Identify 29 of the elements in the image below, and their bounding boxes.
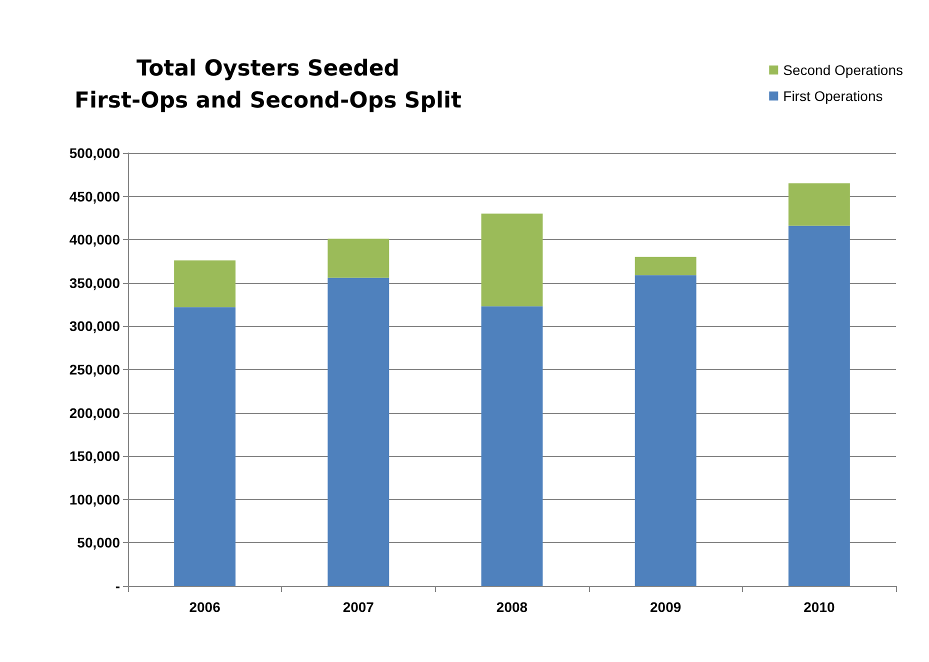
x-tick-label: 2009 [650,599,682,615]
bar [634,275,696,586]
bar [481,306,543,586]
bar [328,278,390,586]
y-tick-label: 500,000 [69,145,120,161]
legend-label: Second Operations [783,62,904,78]
legend-label: First Operations [783,88,883,104]
bar [174,307,236,586]
bar [634,256,696,276]
y-tick-label: 450,000 [69,188,120,204]
y-tick-label: 400,000 [69,232,120,248]
y-tick-label: 350,000 [69,274,120,291]
bar [481,214,543,306]
x-tick-label: 2006 [189,599,221,615]
bar [328,238,390,278]
x-tick-label: 2010 [804,599,835,615]
bar [174,260,236,308]
x-tick-label: 2008 [496,599,528,615]
bar [788,183,850,226]
y-tick-label: 250,000 [69,362,120,378]
y-tick-label: - [115,578,120,594]
bar [788,226,850,586]
y-tick-label: 50,000 [77,534,120,551]
y-tick-label: 100,000 [69,491,120,508]
chart-title: Total Oysters Seeded First-Ops and Second-Ops Split [74,56,462,114]
y-tick-label: 200,000 [69,404,120,421]
y-tick-label: 300,000 [69,318,120,334]
y-tick-label: 150,000 [69,448,120,464]
x-tick-label: 2007 [342,599,374,615]
